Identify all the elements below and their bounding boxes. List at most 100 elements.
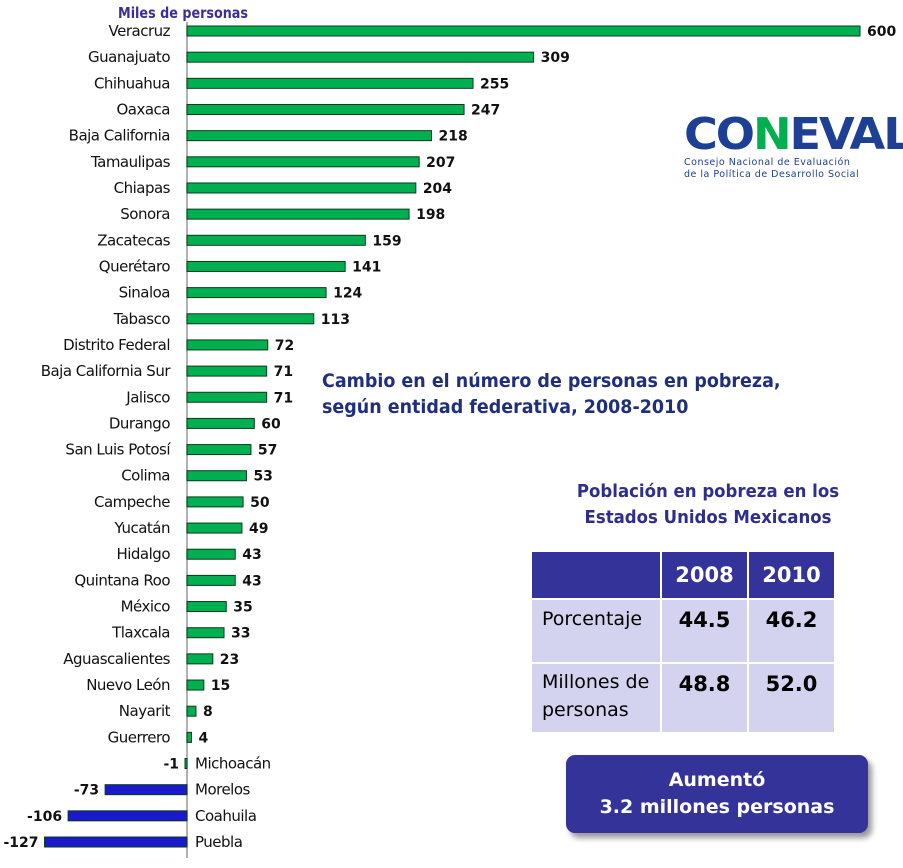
bar-zacatecas xyxy=(186,234,366,246)
value-label: 309 xyxy=(541,50,570,66)
value-label: 50 xyxy=(250,495,270,511)
value-label: -73 xyxy=(74,783,99,799)
bar-san-luis-potosí xyxy=(186,444,252,456)
title-line-1: Cambio en el número de personas en pobre… xyxy=(322,370,781,392)
category-label: Baja California xyxy=(69,127,170,145)
value-label: 72 xyxy=(275,338,294,354)
category-label: Oaxaca xyxy=(116,100,170,118)
value-label: -127 xyxy=(4,835,39,851)
cell-2008: 44.5 xyxy=(662,600,747,662)
category-label: Durango xyxy=(109,414,170,432)
table-header: 2008 2010 xyxy=(532,552,834,598)
value-label: 60 xyxy=(261,416,281,432)
category-label: Nayarit xyxy=(119,702,171,720)
table-title: Población en pobreza en los Estados Unid… xyxy=(542,479,873,531)
category-label: Tamaulipas xyxy=(90,153,171,171)
value-label: 255 xyxy=(480,76,509,92)
value-label: -106 xyxy=(27,809,62,825)
bar-sonora xyxy=(186,208,410,220)
bar-morelos xyxy=(104,784,188,796)
bar-baja-california-sur xyxy=(186,365,268,377)
chart-title: Cambio en el número de personas en pobre… xyxy=(322,368,781,420)
bar-sinaloa xyxy=(186,287,327,299)
value-label: 113 xyxy=(321,312,350,328)
value-label: 159 xyxy=(372,233,401,249)
category-label: Zacatecas xyxy=(97,231,170,249)
coneval-logo: CONEVAL Consejo Nacional de Evaluación d… xyxy=(684,113,903,181)
bar-puebla xyxy=(44,836,188,848)
value-label: 53 xyxy=(253,469,272,485)
bar-distrito-federal xyxy=(186,339,269,351)
category-label: Chiapas xyxy=(114,179,171,197)
category-label: Guanajuato xyxy=(88,48,170,66)
value-label: 124 xyxy=(333,286,362,302)
logo-tagline-2: de la Política de Desarrollo Social xyxy=(684,169,860,180)
bar-veracruz xyxy=(186,25,861,37)
value-label: 49 xyxy=(249,521,268,537)
value-label: 35 xyxy=(233,600,252,616)
callout-line-2: 3.2 millones personas xyxy=(599,796,835,818)
bar-chiapas xyxy=(186,182,417,194)
table-title-line-1: Población en pobreza en los xyxy=(576,481,840,502)
category-label: Quintana Roo xyxy=(74,571,170,589)
bar-nuevo-león xyxy=(186,679,205,691)
category-label: Jalisco xyxy=(125,388,170,406)
category-label: Guerrero xyxy=(108,728,171,746)
callout-line-1: Aumentó xyxy=(668,769,766,791)
category-label: Veracruz xyxy=(109,22,171,40)
bar-chihuahua xyxy=(186,77,474,89)
value-label: 141 xyxy=(352,259,381,275)
category-label: Querétaro xyxy=(99,257,171,275)
category-label: San Luis Potosí xyxy=(65,441,171,459)
bar-aguascalientes xyxy=(186,653,214,665)
bar-hidalgo xyxy=(186,548,236,560)
bar-nayarit xyxy=(186,705,197,717)
bar-guanajuato xyxy=(186,51,535,63)
bar-guerrero xyxy=(186,731,192,743)
category-label: Michoacán xyxy=(195,755,271,773)
bar-durango xyxy=(186,417,255,429)
bar-méxico xyxy=(186,601,227,613)
bar-tamaulipas xyxy=(186,156,420,168)
row-label: Millones de personas xyxy=(532,664,660,732)
bar-querétaro xyxy=(186,260,346,272)
value-label: 57 xyxy=(258,443,277,459)
poverty-table: 2008 2010 Porcentaje 44.5 46.2 Millones … xyxy=(530,550,836,734)
category-label: Campeche xyxy=(94,493,170,511)
value-label: 4 xyxy=(198,730,208,746)
value-label: -1 xyxy=(163,757,179,773)
header-2008: 2008 xyxy=(662,552,747,598)
value-label: 207 xyxy=(426,155,455,171)
header-blank xyxy=(532,552,660,598)
bar-yucatán xyxy=(186,522,243,534)
category-label: Hidalgo xyxy=(116,545,170,563)
value-label: 198 xyxy=(416,207,445,223)
value-label: 43 xyxy=(242,547,261,563)
category-label: Morelos xyxy=(195,781,251,799)
bar-tabasco xyxy=(186,313,315,325)
logo-wordmark: CONEVAL xyxy=(684,109,903,160)
category-label: Colima xyxy=(121,467,170,485)
category-label: Distrito Federal xyxy=(63,336,170,354)
category-label: Tlaxcala xyxy=(111,624,170,642)
category-label: Puebla xyxy=(195,833,242,851)
value-label: 71 xyxy=(274,390,293,406)
value-label: 247 xyxy=(471,102,500,118)
category-label: Nuevo León xyxy=(86,676,170,694)
bar-jalisco xyxy=(186,391,268,403)
value-label: 15 xyxy=(211,678,230,694)
value-label: 71 xyxy=(274,364,293,380)
bar-tlaxcala xyxy=(186,627,225,639)
table-row: Millones de personas 48.8 52.0 xyxy=(532,664,834,732)
value-label: 23 xyxy=(220,652,239,668)
category-label: Tabasco xyxy=(113,310,171,328)
value-label: 218 xyxy=(439,129,468,145)
bar-campeche xyxy=(186,496,244,508)
row-label: Porcentaje xyxy=(532,600,660,662)
category-label: Yucatán xyxy=(114,519,170,537)
table-title-line-2: Estados Unidos Mexicanos xyxy=(584,507,832,528)
header-2010: 2010 xyxy=(749,552,834,598)
value-label: 204 xyxy=(423,181,452,197)
category-label: Chihuahua xyxy=(94,74,170,92)
